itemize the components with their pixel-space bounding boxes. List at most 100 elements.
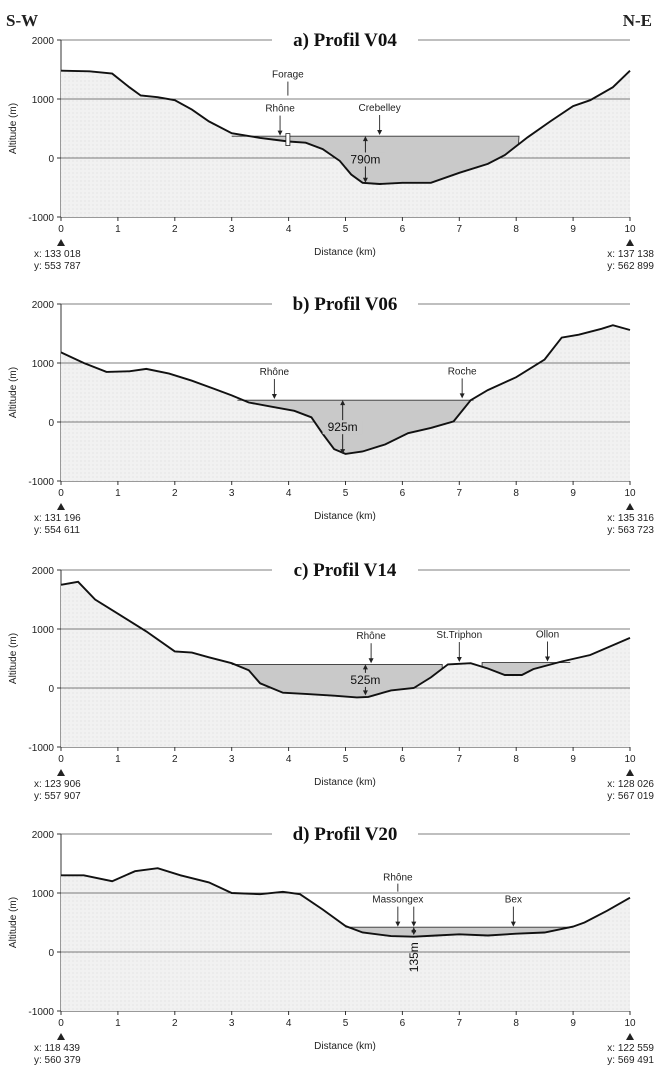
- thickness-label: 525m: [350, 673, 380, 687]
- terrain-profile-line: [61, 867, 631, 938]
- y-tick-label: 1000: [32, 625, 55, 636]
- thickness-label: 790m: [350, 152, 380, 166]
- start-coord-x: x: 123 906: [34, 779, 81, 790]
- x-tick-label: 8: [513, 1018, 519, 1029]
- x-tick-label: 2: [172, 224, 178, 235]
- thickness-label-background: [345, 152, 386, 167]
- x-tick-label: 6: [400, 224, 406, 235]
- x-tick-label: 9: [570, 488, 576, 499]
- corner-label-sw: S-W: [6, 11, 38, 30]
- x-tick-label: 5: [343, 488, 349, 499]
- annotation-arrowhead: [395, 921, 401, 927]
- x-axis-label: Distance (km): [314, 247, 376, 258]
- y-axis-label: Altitude (m): [8, 633, 19, 684]
- x-tick-label: 1: [115, 754, 121, 765]
- annotation-arrowhead: [510, 921, 516, 927]
- x-tick-label: 1: [115, 224, 121, 235]
- x-tick-label: 3: [229, 488, 235, 499]
- profile-panel: d) Profil V20 -1000 0 1000 2000 Altitude (m) 0…: [8, 822, 654, 1066]
- endpoint-marker: [626, 239, 634, 246]
- x-tick-label: 4: [286, 488, 292, 499]
- y-tick-label: -1000: [28, 213, 54, 224]
- end-coord-y: y: 563 723: [607, 525, 654, 536]
- annotation-label: Ollon: [536, 629, 559, 640]
- y-axis-label: Altitude (m): [8, 897, 19, 948]
- end-coord-x: x: 128 026: [607, 779, 654, 790]
- terrain-profile-line: [60, 580, 631, 699]
- thickness-arrowhead-bottom: [362, 690, 368, 696]
- x-tick-label: 4: [286, 224, 292, 235]
- end-coord-x: x: 137 138: [607, 249, 654, 260]
- bedrock-area: [61, 581, 630, 747]
- x-tick-label: 1: [115, 1018, 121, 1029]
- thickness-label: 135m: [407, 942, 421, 972]
- start-coord-y: y: 557 907: [34, 791, 81, 802]
- endpoint-marker: [626, 503, 634, 510]
- x-tick-label: 6: [400, 754, 406, 765]
- x-tick-label: 0: [58, 224, 64, 235]
- x-tick-label: 9: [570, 1018, 576, 1029]
- annotation-arrowhead: [271, 393, 277, 399]
- endpoint-marker: [626, 1033, 634, 1040]
- y-tick-label: 0: [48, 154, 54, 165]
- annotation-label: Crebelley: [359, 103, 401, 114]
- x-axis-label: Distance (km): [314, 777, 376, 788]
- y-tick-label: -1000: [28, 1007, 54, 1018]
- x-tick-label: 5: [343, 224, 349, 235]
- x-tick-label: 5: [343, 754, 349, 765]
- y-tick-label: -1000: [28, 477, 54, 488]
- end-coord-x: x: 122 559: [607, 1043, 654, 1054]
- thickness-label-background: [345, 672, 386, 687]
- y-tick-label: 0: [48, 684, 54, 695]
- x-tick-label: 0: [58, 754, 64, 765]
- title-background: [272, 558, 418, 580]
- x-tick-label: 9: [570, 754, 576, 765]
- annotation-label: Rhône: [356, 631, 386, 642]
- x-tick-label: 7: [457, 754, 463, 765]
- x-tick-label: 0: [58, 488, 64, 499]
- x-tick-label: 10: [624, 488, 636, 499]
- annotation-label: Rhône: [383, 873, 413, 884]
- annotation-arrowhead: [377, 129, 383, 135]
- thickness-arrowhead-bottom: [362, 177, 368, 183]
- x-tick-label: 3: [229, 754, 235, 765]
- thickness-arrowhead-top: [340, 400, 346, 406]
- end-coord-x: x: 135 316: [607, 513, 654, 524]
- y-tick-label: 2000: [32, 566, 55, 577]
- y-tick-label: 1000: [32, 95, 55, 106]
- x-tick-label: 5: [343, 1018, 349, 1029]
- bedrock-area: [61, 70, 630, 217]
- thickness-arrowhead-top: [362, 664, 368, 670]
- x-tick-label: 3: [229, 1018, 235, 1029]
- endpoint-marker: [626, 769, 634, 776]
- end-coord-y: y: 562 899: [607, 261, 654, 272]
- endpoint-marker: [57, 769, 65, 776]
- x-tick-label: 8: [513, 488, 519, 499]
- y-tick-label: 1000: [32, 889, 55, 900]
- x-tick-label: 3: [229, 224, 235, 235]
- x-tick-label: 6: [400, 1018, 406, 1029]
- thickness-label-background: [322, 420, 363, 435]
- terrain-profile-line: [60, 324, 631, 455]
- panel-title: b) Profil V06: [293, 294, 398, 315]
- x-tick-label: 1: [115, 488, 121, 499]
- x-tick-label: 6: [400, 488, 406, 499]
- y-tick-label: 2000: [32, 830, 55, 841]
- x-tick-label: 0: [58, 1018, 64, 1029]
- terrain-profile-line: [60, 69, 631, 185]
- annotation-label: Forage: [272, 70, 304, 81]
- y-tick-label: 0: [48, 948, 54, 959]
- annotation-label: Rhône: [260, 367, 290, 378]
- y-tick-label: -1000: [28, 743, 54, 754]
- annotation-label: Massongex: [372, 895, 423, 906]
- x-tick-label: 4: [286, 1018, 292, 1029]
- x-tick-label: 7: [457, 224, 463, 235]
- annotation-arrowhead: [411, 921, 417, 927]
- start-coord-y: y: 554 611: [34, 525, 80, 536]
- x-axis-label: Distance (km): [314, 1041, 376, 1052]
- x-tick-label: 7: [457, 488, 463, 499]
- profile-panel: c) Profil V14 -1000 0 1000 2000 Altitude (m) 0…: [8, 558, 654, 802]
- endpoint-marker: [57, 1033, 65, 1040]
- thickness-arrowhead-top: [362, 136, 368, 142]
